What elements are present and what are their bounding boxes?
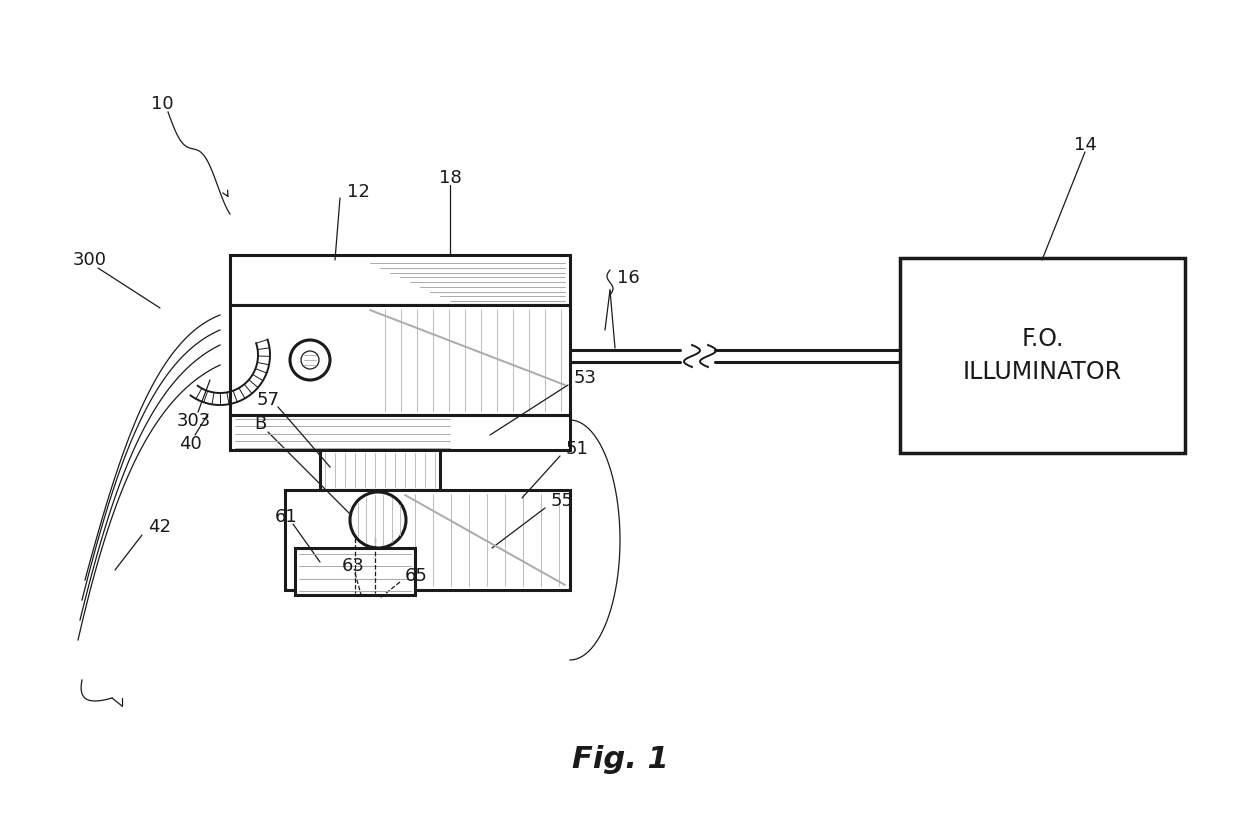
Bar	[229, 255, 570, 305]
Bar	[900, 258, 1185, 453]
Bar	[229, 415, 570, 450]
Bar	[285, 490, 570, 590]
Text: F.O.
ILLUMINATOR: F.O. ILLUMINATOR	[963, 327, 1122, 384]
Bar	[229, 305, 570, 415]
Bar	[320, 450, 440, 490]
Text: 40: 40	[179, 435, 201, 453]
Text: 51: 51	[565, 440, 589, 458]
Text: 55: 55	[551, 492, 574, 510]
Text: 14: 14	[1074, 136, 1096, 154]
Text: B: B	[254, 415, 267, 433]
Text: Fig. 1: Fig. 1	[572, 746, 668, 774]
Text: 12: 12	[347, 183, 370, 201]
Text: 53: 53	[574, 369, 596, 387]
Text: 303: 303	[177, 412, 211, 430]
Circle shape	[301, 351, 319, 369]
Circle shape	[290, 340, 330, 380]
Text: 16: 16	[618, 269, 640, 287]
Text: 300: 300	[73, 251, 107, 269]
Text: 10: 10	[151, 95, 174, 113]
Bar	[295, 548, 415, 595]
Text: 18: 18	[439, 169, 461, 187]
Circle shape	[350, 492, 405, 548]
Text: 63: 63	[341, 557, 365, 575]
Text: 42: 42	[148, 518, 171, 536]
Text: 65: 65	[405, 567, 428, 585]
Text: 61: 61	[274, 508, 298, 526]
Text: 57: 57	[257, 391, 279, 409]
